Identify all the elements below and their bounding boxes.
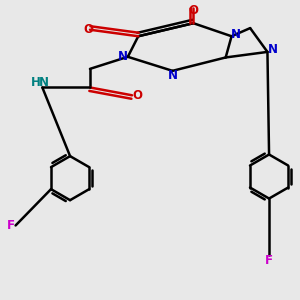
- Text: O: O: [83, 23, 94, 36]
- Text: H: H: [31, 76, 41, 89]
- Text: O: O: [132, 89, 142, 102]
- Text: N: N: [167, 69, 178, 82]
- Text: F: F: [7, 219, 15, 232]
- Text: O: O: [188, 4, 198, 17]
- Text: N: N: [231, 28, 241, 41]
- Text: N: N: [268, 43, 278, 56]
- Text: N: N: [118, 50, 128, 63]
- Text: F: F: [265, 254, 273, 267]
- Text: N: N: [39, 76, 49, 89]
